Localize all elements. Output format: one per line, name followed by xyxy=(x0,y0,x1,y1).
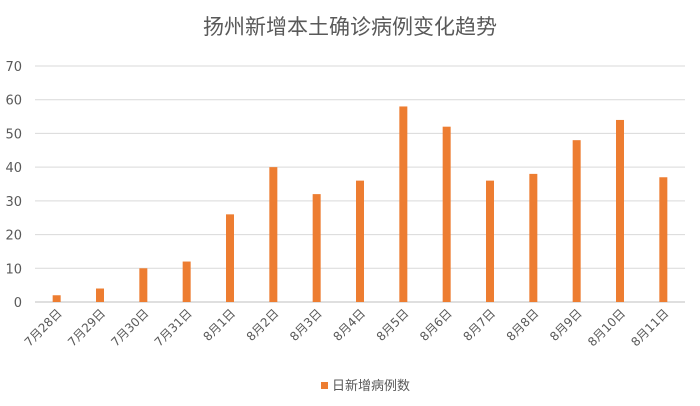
y-tick-label: 20 xyxy=(5,229,22,244)
bar xyxy=(312,194,321,302)
bar xyxy=(139,268,148,302)
legend-swatch xyxy=(321,382,328,389)
x-axis-tick-labels: 7月28日 7月29日 7月30日 7月31日 8月1日 8月2日 8月3日 8月4日 8月5日… xyxy=(22,306,672,349)
bar xyxy=(52,295,61,302)
bar xyxy=(572,140,581,302)
x-tick-label: 8月10日 xyxy=(585,306,628,349)
y-tick-label: 0 xyxy=(14,296,22,311)
x-tick-label: 8月9日 xyxy=(547,306,585,344)
x-tick-label: 7月31日 xyxy=(152,306,195,349)
bar xyxy=(269,167,278,302)
bars xyxy=(52,106,668,302)
chart-title: 扬州新增本土确诊病例变化趋势 xyxy=(203,15,497,39)
bar xyxy=(399,106,408,302)
x-tick-label: 8月3日 xyxy=(287,306,325,344)
bar xyxy=(356,180,364,302)
x-tick-label: 7月30日 xyxy=(108,306,151,349)
x-tick-label: 8月4日 xyxy=(330,306,368,344)
y-axis-tick-labels: 0 10 20 30 40 50 60 70 xyxy=(5,60,22,311)
y-tick-label: 30 xyxy=(5,195,22,210)
bar xyxy=(486,180,494,302)
y-tick-label: 60 xyxy=(5,94,22,109)
bar xyxy=(226,214,234,302)
x-tick-label: 7月28日 xyxy=(22,306,65,349)
bar xyxy=(96,288,104,302)
x-tick-label: 7月29日 xyxy=(65,306,108,349)
y-tick-label: 10 xyxy=(5,262,22,277)
legend-label: 日新增病例数 xyxy=(332,378,410,394)
x-tick-label: 8月8日 xyxy=(504,306,542,344)
y-tick-label: 50 xyxy=(5,127,22,142)
bar xyxy=(616,119,624,302)
y-tick-label: 70 xyxy=(5,60,22,75)
bar xyxy=(529,173,538,302)
x-tick-label: 8月5日 xyxy=(374,306,412,344)
x-tick-label: 8月2日 xyxy=(244,306,282,344)
x-tick-label: 8月6日 xyxy=(417,306,455,344)
x-tick-label: 8月1日 xyxy=(200,306,238,344)
bar xyxy=(182,261,191,302)
legend: 日新增病例数 xyxy=(321,378,410,394)
bar xyxy=(659,177,668,302)
x-tick-label: 8月11日 xyxy=(628,306,671,349)
bar xyxy=(442,126,451,302)
y-tick-label: 40 xyxy=(5,161,22,176)
x-tick-label: 8月7日 xyxy=(460,306,498,344)
